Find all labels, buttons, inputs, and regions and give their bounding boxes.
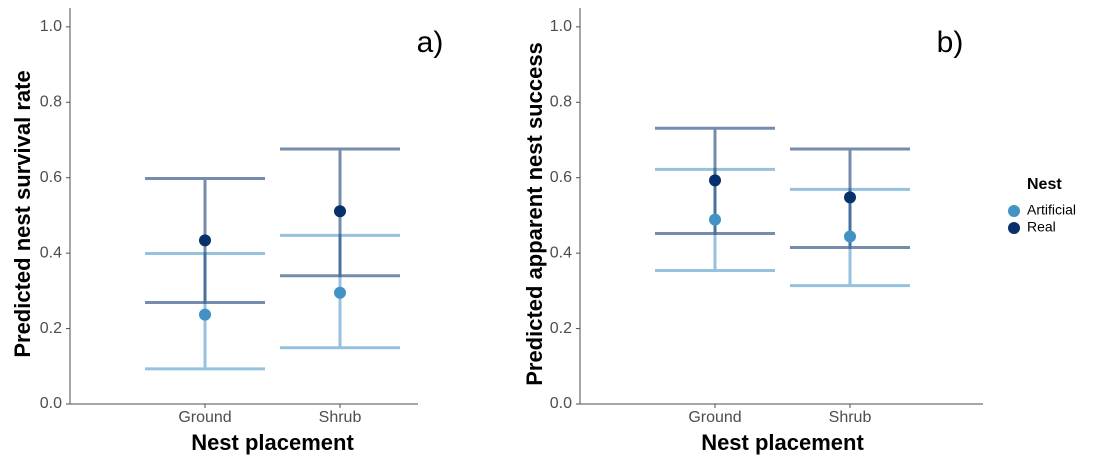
x-tick-label: Ground	[688, 409, 741, 426]
y-tick-label: 0.2	[550, 320, 572, 337]
y-tick-label: 0.6	[550, 169, 572, 186]
y-tick-label: 0.8	[550, 94, 572, 111]
y-axis-title: Predicted nest survival rate	[10, 70, 35, 357]
panel-label: a)	[417, 26, 444, 59]
y-tick-label: 0.8	[40, 94, 62, 111]
point	[199, 234, 211, 247]
legend-marker	[1008, 205, 1020, 217]
legend-label: Artificial	[1027, 202, 1076, 218]
y-tick-label: 0.4	[550, 244, 572, 261]
point	[709, 174, 721, 187]
y-tick-label: 1.0	[40, 18, 62, 35]
y-tick-label: 0.6	[40, 169, 62, 186]
y-tick-label: 0.4	[40, 244, 62, 261]
point	[844, 191, 856, 204]
point	[709, 213, 721, 226]
y-tick-label: 1.0	[550, 18, 572, 35]
panel-label: b)	[937, 26, 964, 59]
x-tick-label: Shrub	[829, 409, 872, 426]
legend-label: Real	[1027, 219, 1056, 235]
y-tick-label: 0.0	[40, 395, 62, 412]
y-axis-title: Predicted apparent nest success	[522, 42, 547, 386]
point	[844, 230, 856, 243]
legend-title: Nest	[1027, 176, 1062, 193]
x-tick-label: Shrub	[319, 409, 362, 426]
point	[334, 205, 346, 218]
legend-marker	[1008, 222, 1020, 234]
x-tick-label: Ground	[178, 409, 231, 426]
y-tick-label: 0.2	[40, 320, 62, 337]
y-tick-label: 0.0	[550, 395, 572, 412]
point	[199, 308, 211, 321]
x-axis-title: Nest placement	[191, 430, 354, 455]
point	[334, 286, 346, 299]
x-axis-title: Nest placement	[701, 430, 864, 455]
